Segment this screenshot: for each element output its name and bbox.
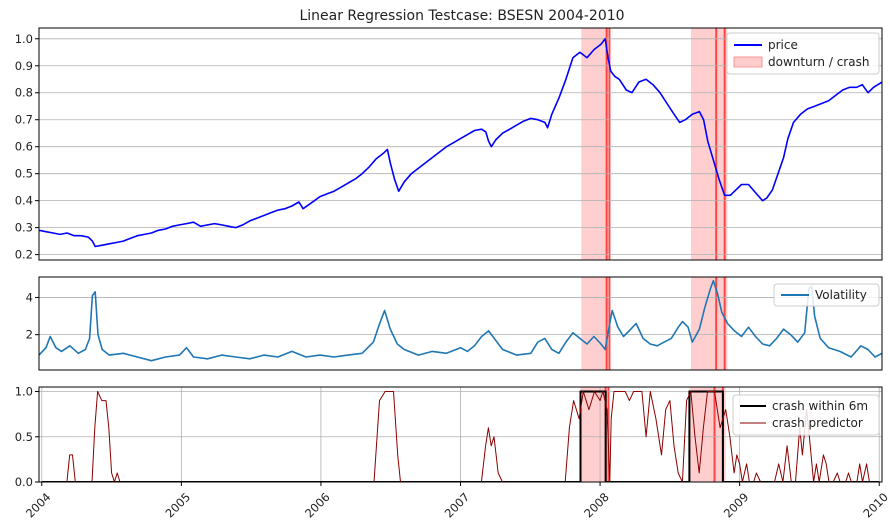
crash-downturn-region — [580, 387, 608, 482]
crash-downturn-region — [689, 387, 726, 482]
price-ytick-label: 0.7 — [15, 113, 33, 127]
volatility-downturn-region — [581, 277, 609, 370]
crash-within-6m-series-line — [41, 390, 880, 482]
legend-label-crash-predictor: crash predictor — [772, 416, 863, 430]
price-ytick-label: 0.8 — [15, 86, 33, 100]
legend-box — [726, 32, 880, 75]
price-legend: price downturn / crash — [726, 32, 880, 75]
volatility-plot-frame — [38, 276, 883, 371]
crash-ytick-label: 0.0 — [15, 475, 33, 489]
crash-ytick-label: 1.0 — [15, 385, 33, 399]
downturn-legend-swatch — [733, 56, 763, 68]
chart-title: Linear Regression Testcase: BSESN 2004-2… — [299, 8, 624, 24]
legend-box — [773, 283, 880, 307]
volatility-panel: 24 — [26, 276, 883, 371]
legend-label-price: price — [768, 38, 798, 52]
volatility-series-line — [39, 279, 882, 362]
price-ytick-label: 0.9 — [15, 59, 33, 73]
legend-box — [732, 394, 880, 436]
price-ytick-label: 0.6 — [15, 140, 33, 154]
price-plot-frame — [38, 27, 883, 261]
volatility-ytick-label: 4 — [26, 290, 33, 304]
crash-plot-frame — [38, 386, 883, 483]
price-series-line — [39, 38, 882, 248]
crash-predictor-series-line — [41, 391, 880, 482]
legend-label-crash-within: crash within 6m — [772, 399, 868, 413]
volatility-legend: Volatility — [773, 283, 880, 307]
crash-legend: crash within 6m crash predictor — [732, 394, 880, 436]
legend-label-volatility: Volatility — [815, 288, 867, 302]
price-ytick-label: 0.5 — [15, 167, 33, 181]
price-ytick-label: 1.0 — [15, 32, 33, 46]
volatility-ytick-label: 2 — [26, 328, 33, 342]
price-ytick-label: 0.3 — [15, 221, 33, 235]
legend-label-downturn: downturn / crash — [768, 55, 869, 69]
price-downturn-region — [581, 28, 609, 260]
price-ytick-label: 0.4 — [15, 194, 33, 208]
price-panel: 0.2 0.3 0.4 0.5 0.6 0.7 0.8 0.9 1.0 — [15, 27, 883, 262]
price-ytick-label: 0.2 — [15, 248, 33, 262]
crash-ytick-label: 0.5 — [15, 430, 33, 444]
